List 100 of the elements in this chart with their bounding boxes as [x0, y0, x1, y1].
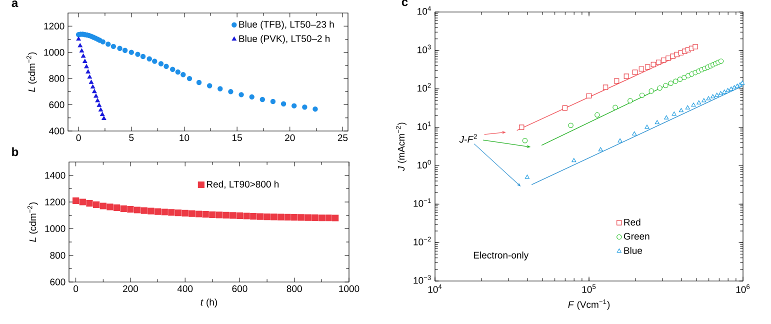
point	[260, 96, 266, 102]
point	[284, 214, 291, 220]
y-tick-label: 10$^{3}$	[418, 44, 431, 54]
y-tick-label: 600	[50, 278, 66, 286]
point	[92, 89, 97, 94]
point	[122, 48, 128, 53]
point	[188, 210, 196, 217]
point	[90, 84, 96, 89]
point	[86, 200, 93, 207]
point	[228, 89, 234, 94]
point	[98, 107, 104, 112]
point	[76, 36, 81, 41]
y-tick-label: 800	[50, 252, 66, 259]
point	[128, 50, 134, 55]
point	[250, 212, 257, 220]
point	[114, 204, 120, 212]
y-tick-label: 10$^{4}$	[418, 6, 431, 15]
annotation: J-F$^{2}$	[459, 134, 477, 143]
point	[161, 208, 168, 216]
y-tick-label: 1200	[44, 22, 64, 30]
point	[100, 202, 106, 210]
point	[154, 208, 162, 215]
point	[222, 212, 230, 218]
point	[325, 214, 332, 222]
y-tick-label: 10$^{−3}$	[414, 275, 431, 284]
point	[277, 214, 284, 220]
x-tick-label: 5	[129, 134, 134, 141]
point	[292, 103, 297, 108]
point	[186, 76, 192, 82]
point	[195, 210, 202, 218]
y-tick-label: 10$^{0}$	[418, 160, 431, 168]
point	[106, 42, 111, 47]
point	[216, 212, 223, 218]
point	[127, 206, 134, 213]
y-axis-title: L (cdm$^{−2}$)	[28, 202, 38, 242]
annotation: Electron-only	[474, 252, 529, 260]
x-tick-label: 0	[74, 285, 78, 292]
point	[280, 101, 286, 106]
point	[270, 98, 276, 104]
x-axis-title: F (Vcm$^{−1}$)	[568, 299, 610, 310]
point	[164, 64, 169, 69]
point	[100, 39, 106, 44]
point	[88, 80, 94, 84]
x-tick-label: 1000	[339, 285, 360, 292]
point	[298, 214, 304, 221]
point	[318, 214, 325, 222]
point	[264, 214, 270, 220]
point	[243, 212, 250, 220]
y-tick-label: 600	[49, 101, 64, 108]
point	[96, 102, 102, 107]
point	[120, 205, 127, 212]
x-tick-label: 25	[338, 134, 348, 142]
point	[152, 58, 158, 64]
x-tick-label: 0	[76, 134, 81, 142]
point	[110, 44, 116, 50]
point	[202, 210, 209, 218]
point	[140, 54, 146, 60]
point	[196, 80, 202, 86]
x-tick-label: 200	[123, 285, 138, 292]
y-tick-label: 10$^{2}$	[418, 83, 431, 92]
y-tick-label: 10$^{−2}$	[414, 236, 431, 246]
point	[312, 106, 318, 112]
point	[170, 66, 176, 72]
point	[291, 214, 298, 221]
point	[100, 112, 105, 116]
point	[79, 198, 86, 206]
point	[158, 61, 164, 66]
x-tick-label: 10	[180, 134, 190, 142]
point	[206, 83, 212, 88]
x-tick-label: 10$^{6}$	[736, 284, 750, 293]
point	[236, 212, 244, 220]
y-tick-label: 10$^{1}$	[418, 122, 431, 130]
chart-title: b	[12, 147, 18, 156]
point	[140, 207, 148, 214]
point	[218, 86, 223, 92]
point	[117, 46, 122, 51]
point	[249, 94, 254, 100]
point	[180, 72, 186, 78]
x-tick-label: 400	[177, 285, 193, 292]
point	[86, 69, 90, 74]
legend-label: Blue (PVK), LT50–2 h	[239, 35, 330, 44]
y-axis-title: J (mAcm$^{−2}$)	[396, 122, 406, 171]
x-tick-label: 15	[232, 134, 242, 141]
point	[78, 43, 82, 48]
y-tick-label: 400	[49, 128, 64, 134]
x-tick-label: 800	[286, 285, 302, 292]
y-axis-title: L (cdm$^{−2}$)	[26, 52, 37, 92]
chart-title: a	[12, 0, 18, 8]
point	[82, 58, 88, 63]
point	[230, 212, 236, 219]
legend-label: Green	[624, 232, 650, 240]
legend-label: Blue	[624, 246, 642, 254]
x-tick-label: 20	[285, 134, 295, 142]
x-tick-label: 600	[232, 285, 248, 292]
point	[209, 211, 216, 218]
x-tick-label: 10$^{5}$	[582, 284, 596, 293]
point	[256, 213, 264, 220]
point	[312, 214, 318, 222]
legend-label: Red	[624, 218, 640, 226]
point	[106, 204, 114, 210]
